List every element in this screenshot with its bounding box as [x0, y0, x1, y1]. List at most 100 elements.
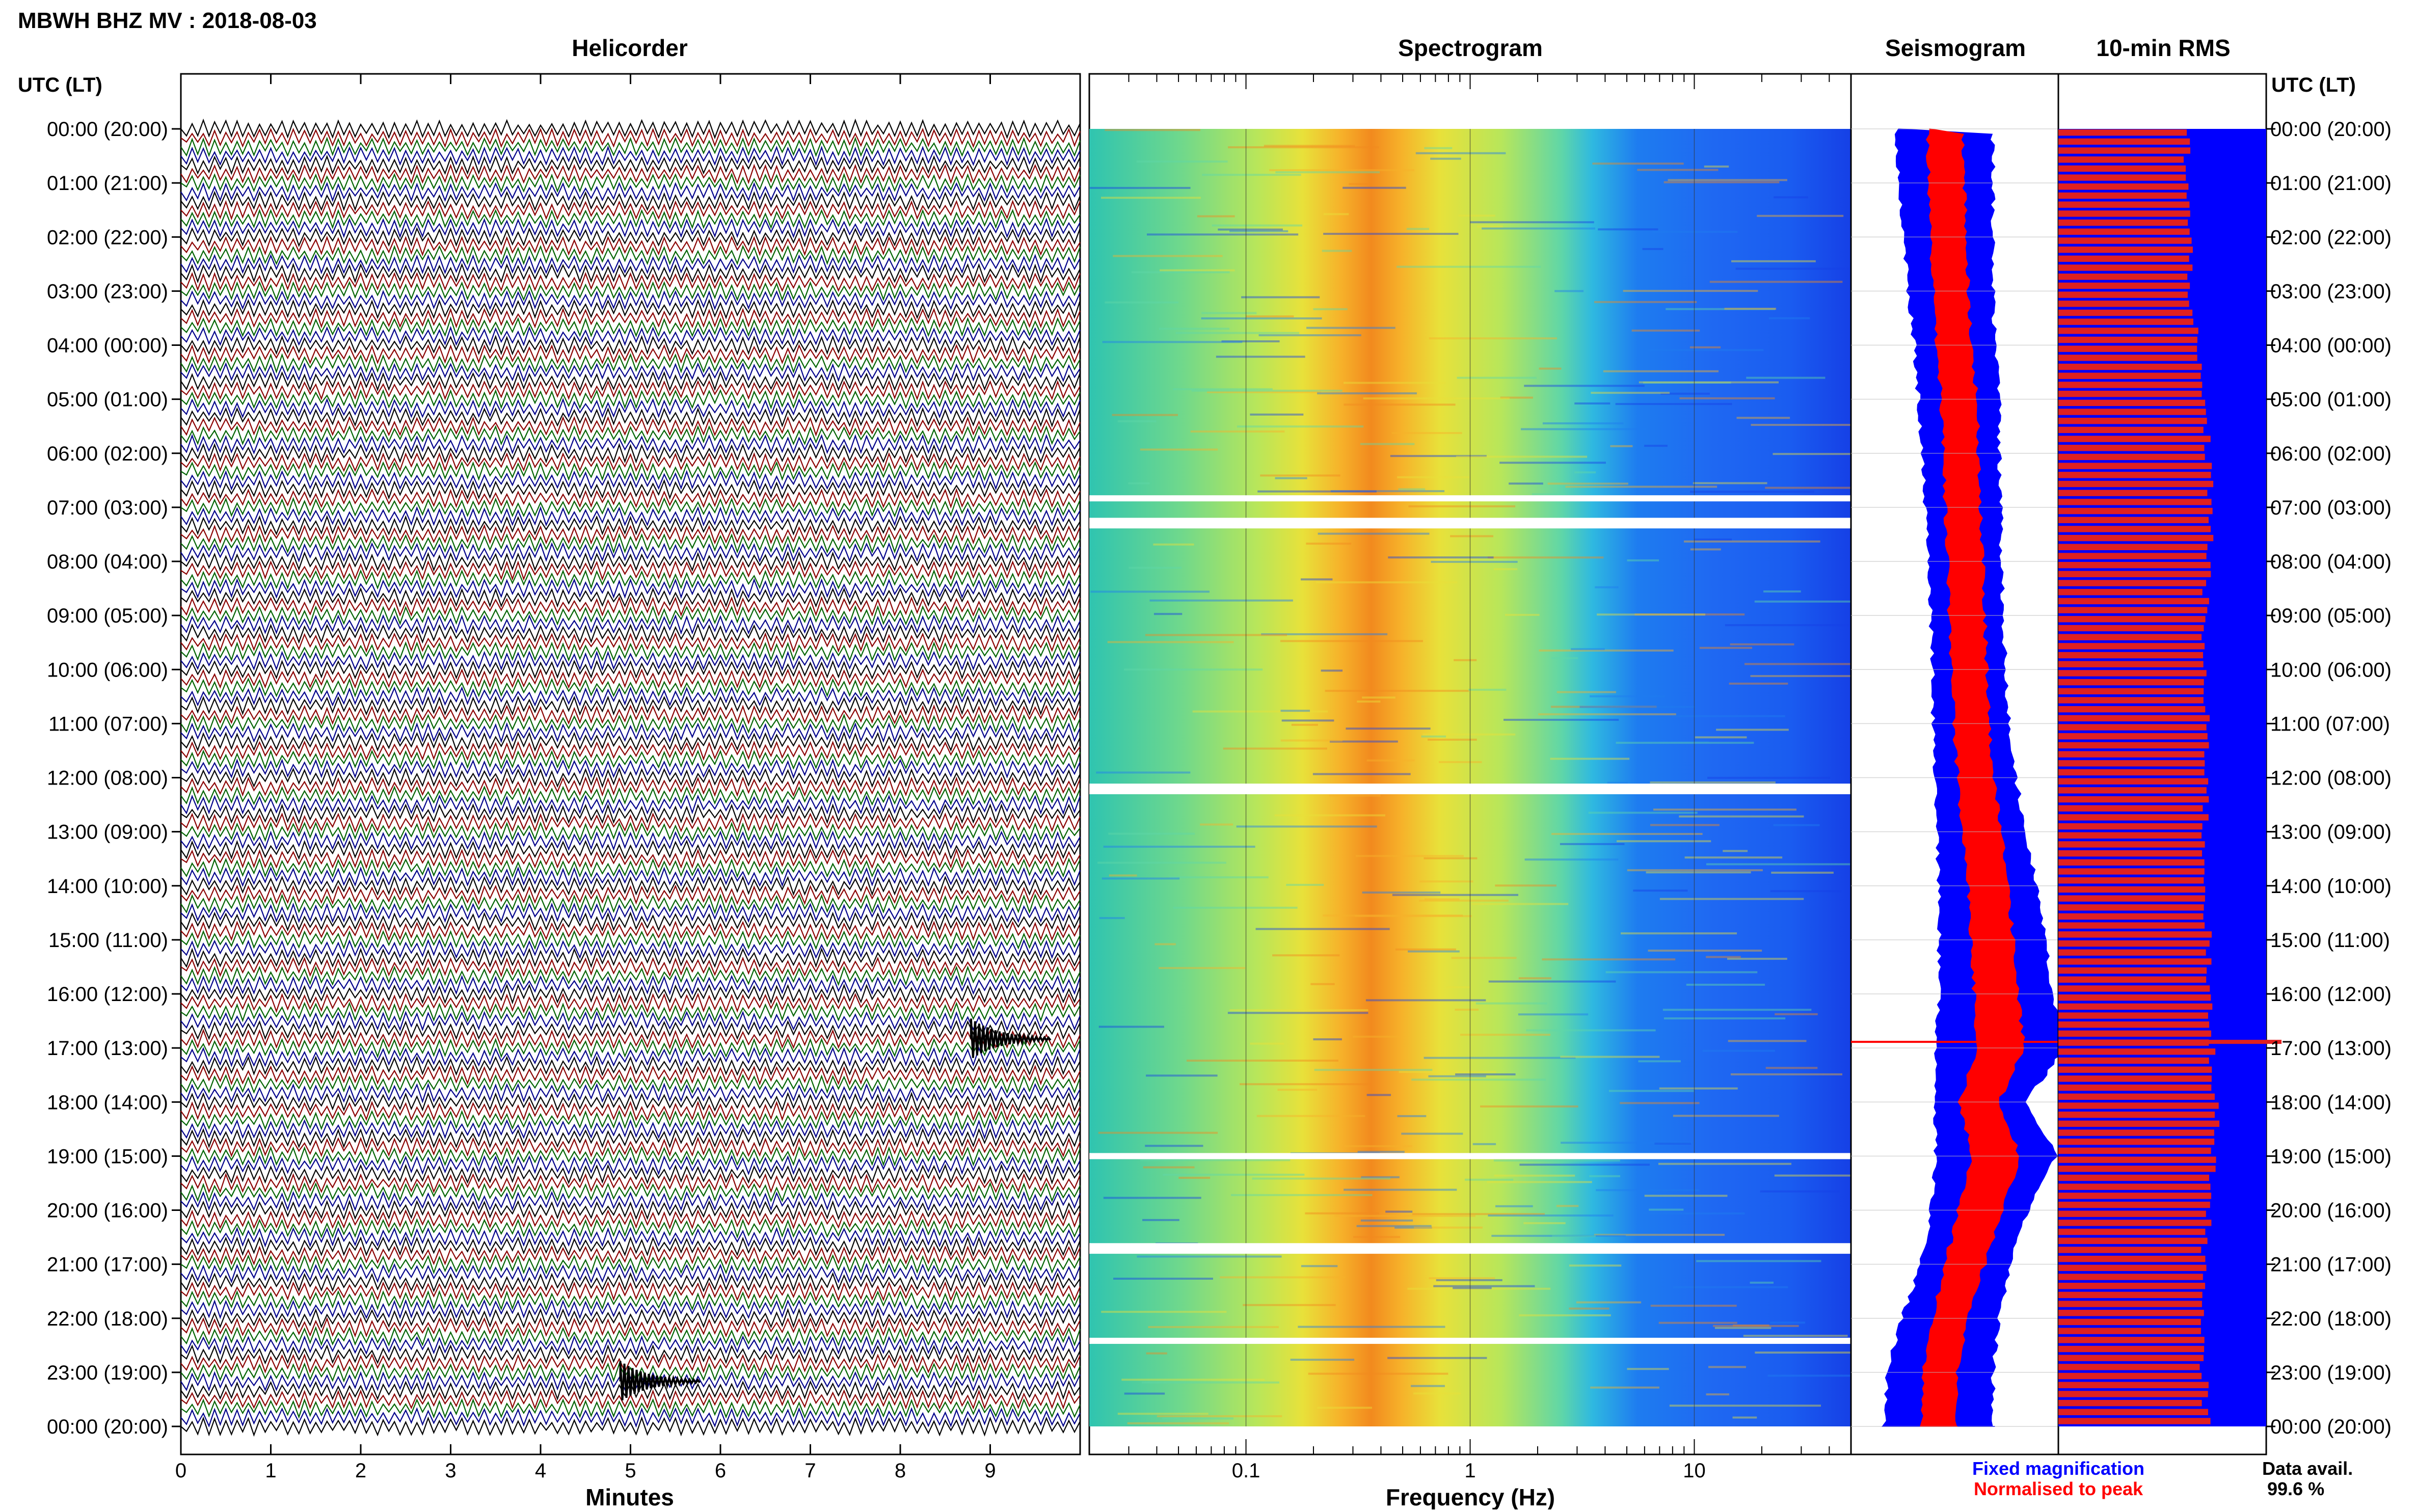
rms-bar — [2058, 670, 2207, 677]
rms-bar — [2058, 1372, 2202, 1380]
spectrogram-texture — [1140, 448, 1218, 451]
spectrogram-texture — [1743, 1335, 1848, 1337]
helicorder-trace — [180, 713, 1081, 734]
helicorder-trace — [180, 137, 1081, 157]
spectrogram-texture — [1693, 482, 1767, 484]
time-label-right: 09:00 (05:00) — [2270, 605, 2392, 627]
spectrogram-texture — [1650, 824, 1720, 826]
spectrogram-texture — [1231, 1194, 1373, 1196]
spectrogram-gap — [1089, 495, 1851, 502]
spectrogram-gap — [1089, 788, 1851, 795]
spectrogram-texture — [1493, 568, 1518, 571]
helicorder-trace — [180, 461, 1081, 481]
spectrogram-texture — [1654, 1142, 1692, 1145]
helicorder-trace — [180, 497, 1081, 518]
rms-bar — [2058, 355, 2197, 361]
rms-bar — [2058, 1147, 2211, 1154]
helicorder-trace — [180, 1173, 1081, 1194]
spectrogram-texture — [1190, 430, 1285, 433]
spectrogram-texture — [1679, 815, 1804, 818]
spectrogram-texture — [1286, 883, 1324, 886]
spectrogram-texture — [1770, 890, 1842, 893]
spectrogram-texture — [1428, 1075, 1486, 1077]
helicorder-xlabel: Minutes — [585, 1484, 674, 1509]
spectrogram-texture — [1105, 129, 1201, 131]
spectrogram-texture — [1397, 1115, 1427, 1117]
spectrogram-texture — [1098, 1131, 1218, 1134]
rms-bar — [2058, 688, 2204, 695]
spectrogram-texture — [1153, 543, 1194, 546]
helicorder-trace — [180, 992, 1081, 1013]
rms-bar — [2058, 931, 2212, 938]
helicorder-trace — [180, 1029, 1081, 1049]
spectrogram-texture — [1574, 402, 1611, 404]
spectrogram-texture — [1560, 843, 1625, 845]
rms-bar — [2058, 1237, 2208, 1244]
spectrogram-texture — [1596, 1189, 1699, 1192]
helicorder-trace — [180, 127, 1081, 148]
spectrogram-texture — [1280, 640, 1423, 642]
spectrogram-texture — [1556, 1205, 1579, 1207]
helicorder-trace — [180, 875, 1081, 896]
spectrogram-texture — [1750, 675, 1875, 678]
helicorder-trace — [180, 1038, 1081, 1059]
helicorder-trace — [180, 1056, 1081, 1076]
spectrogram-texture — [1107, 641, 1234, 643]
spectrogram-texture — [1421, 735, 1446, 738]
spectrogram-texture — [1212, 224, 1303, 227]
helicorder-trace — [180, 1182, 1081, 1203]
rms-bar — [2058, 868, 2205, 875]
spectrogram-texture — [1344, 1189, 1457, 1191]
spectrogram-texture — [1365, 999, 1486, 1002]
rms-bar — [2058, 751, 2205, 758]
helicorder-trace — [180, 118, 1081, 140]
time-label-left: 15:00 (11:00) — [48, 929, 168, 952]
helicorder-trace — [180, 182, 1081, 202]
rms-bar — [2058, 886, 2206, 893]
rms-bar — [2058, 156, 2184, 163]
spectrogram-texture — [1399, 1071, 1496, 1073]
spectrogram-texture — [1706, 1393, 1730, 1396]
spectrogram-texture — [1538, 713, 1676, 716]
helicorder-trace — [180, 1137, 1081, 1157]
spectrogram-texture — [1207, 391, 1322, 393]
rms-bar — [2058, 1418, 2211, 1424]
rms-bar — [2058, 507, 2213, 515]
helicorder-trace — [180, 605, 1081, 626]
spectrogram-texture — [1117, 420, 1157, 422]
helicorder-trace — [180, 983, 1081, 1005]
spectrogram-texture — [1424, 898, 1460, 901]
helicorder-trace — [180, 704, 1081, 725]
helicorder-trace — [180, 245, 1081, 265]
helicorder-trace — [180, 965, 1081, 987]
spectrogram-texture — [1634, 613, 1745, 616]
rms-bar — [2058, 1328, 2202, 1334]
rms-bar — [2058, 1174, 2209, 1181]
spectrogram-texture — [1551, 657, 1578, 659]
spectrogram-texture — [1169, 876, 1269, 879]
spectrogram-texture — [1424, 1057, 1576, 1059]
spectrogram-texture — [1709, 281, 1843, 283]
spectrogram-texture — [1579, 706, 1695, 708]
helicorder-trace — [180, 533, 1081, 554]
rms-bar — [2058, 1093, 2215, 1100]
spectrogram-tick-label: 0.1 — [1232, 1460, 1260, 1482]
rms-bar — [2058, 1102, 2219, 1109]
spectrogram-texture — [1689, 346, 1721, 348]
spectrogram-texture — [1736, 417, 1790, 419]
helicorder-trace — [180, 191, 1081, 211]
spectrogram-texture — [1669, 1405, 1821, 1407]
helicorder-trace — [180, 407, 1081, 428]
spectrogram-texture — [1229, 1009, 1369, 1011]
rms-bar — [2058, 787, 2207, 794]
spectrogram-texture — [1385, 1210, 1413, 1213]
spectrogram-texture — [1160, 269, 1235, 272]
spectrogram-texture — [1334, 1214, 1475, 1217]
spectrogram-texture — [1706, 863, 1850, 866]
spectrogram-texture — [1290, 1359, 1355, 1361]
spectrogram-texture — [1554, 290, 1584, 292]
spectrogram-texture — [1410, 1385, 1445, 1387]
helicorder-trace — [180, 164, 1081, 184]
spectrogram-texture — [1355, 915, 1472, 917]
